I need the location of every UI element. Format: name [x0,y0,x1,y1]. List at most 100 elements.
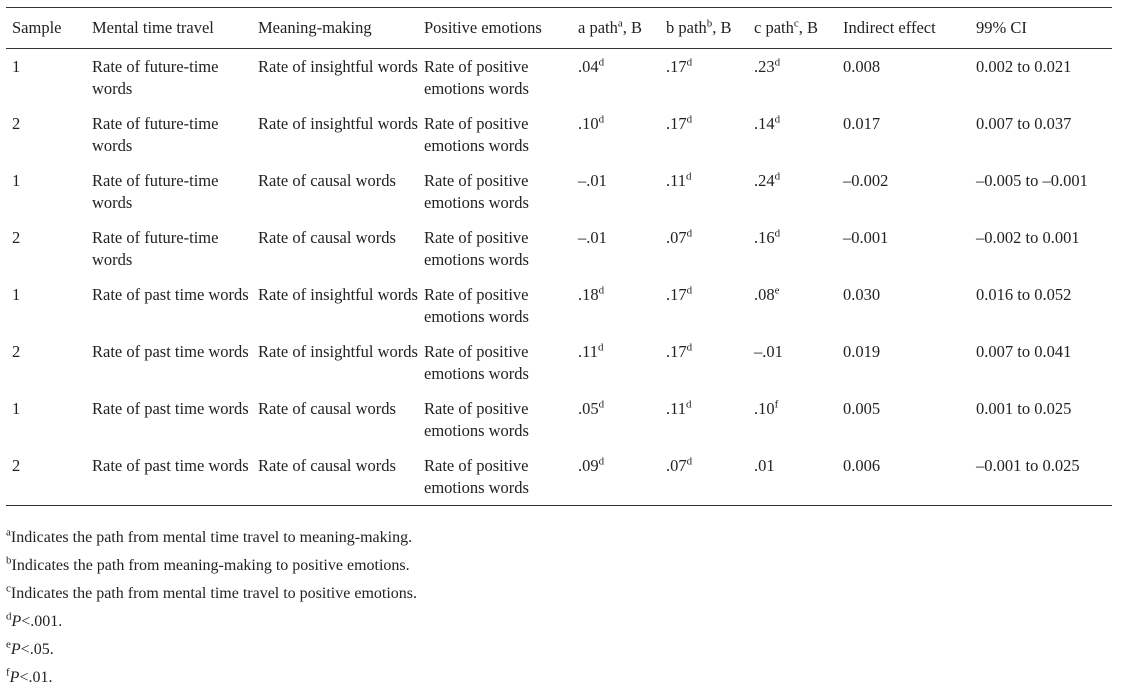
p-symbol: P [9,669,20,686]
mental-time-travel-cell: Rate of past time words [92,456,249,475]
footnote: bIndicates the path from meaning-making … [6,552,417,580]
significance-marker: d [686,227,693,240]
meaning-making-cell: Rate of insightful words [258,57,418,76]
c-path-cell: .24d [748,163,837,220]
mental-time-travel-cell: Rate of future-time words [92,114,219,155]
column-header: 99% CI [970,7,1112,49]
table-row: 1 Rate of past time words Rate of causal w… [6,391,1112,448]
ci-cell: 0.001 to 0.025 [976,399,1072,418]
indirect-effect-cell: 0.017 [843,114,881,133]
significance-marker: d [598,455,605,468]
indirect-effect-cell: 0.030 [843,285,881,304]
coefficient-value: .07 [666,228,687,247]
ci-cell: 0.016 to 0.052 [976,285,1072,304]
coefficient-value: –.01 [578,171,607,190]
positive-emotions-cell: Rate of positive emotions words [424,228,529,269]
footnote-marker: c [793,17,799,30]
c-path-cell: .10f [748,391,837,448]
coefficient-value: –.01 [754,342,783,361]
table-row: 1 Rate of future-time words Rate of insigh… [6,49,1112,107]
indirect-effect-cell: 0.019 [843,342,881,361]
significance-marker: d [774,56,781,69]
footnote: fP<.01. [6,664,417,692]
significance-marker: f [774,398,779,411]
mental-time-travel-cell: Rate of future-time words [92,171,219,212]
footnote-text: Indicates the path from mental time trav… [10,585,418,602]
header-suffix: , B [798,18,819,37]
meaning-making-cell: Rate of insightful words [258,342,418,361]
b-path-cell: .11d [660,391,748,448]
sample-cell: 1 [12,171,21,190]
coefficient-value: .04 [578,57,599,76]
c-path-cell: .23d [748,49,837,107]
a-path-cell: –.01 [572,220,660,277]
positive-emotions-cell: Rate of positive emotions words [424,399,529,440]
mental-time-travel-cell: Rate of past time words [92,399,249,418]
significance-marker: d [686,284,693,297]
b-path-cell: .17d [660,334,748,391]
significance-marker: d [686,170,692,183]
sample-cell: 2 [12,228,21,247]
a-path-cell: .09d [572,448,660,506]
indirect-effect-cell: –0.001 [843,228,889,247]
meaning-making-cell: Rate of causal words [258,228,396,247]
significance-marker: d [686,341,693,354]
mental-time-travel-cell: Rate of past time words [92,285,249,304]
footnote-marker: f [6,666,10,679]
table-footnotes: aIndicates the path from mental time tra… [6,524,417,692]
footnote-text: Indicates the path from mental time trav… [10,529,413,546]
b-path-cell: .07d [660,220,748,277]
table-row: 2 Rate of future-time words Rate of causal… [6,220,1112,277]
mental-time-travel-cell: Rate of future-time words [92,228,219,269]
header-label: a path [578,18,618,37]
c-path-cell: .01 [748,448,837,506]
footnote: aIndicates the path from mental time tra… [6,524,417,552]
sample-cell: 2 [12,456,21,475]
indirect-effect-cell: –0.002 [843,171,889,190]
header-label: 99% CI [976,18,1027,37]
significance-marker: d [598,284,605,297]
c-path-cell: .14d [748,106,837,163]
column-header: Mental time travel [86,7,252,49]
significance-marker: d [686,113,693,126]
ci-cell: 0.002 to 0.021 [976,57,1072,76]
header-label: Sample [12,18,62,37]
header-label: Indirect effect [843,18,936,37]
column-header: b pathb, B [660,7,748,49]
coefficient-value: .17 [666,114,687,133]
footnote-text: <.001. [21,613,63,630]
significance-marker: e [774,284,780,297]
results-table-container: Sample Mental time travel Meaning-making Po… [6,0,1112,506]
a-path-cell: .10d [572,106,660,163]
column-header: Meaning-making [252,7,418,49]
significance-marker: d [598,113,605,126]
mediation-results-table: Sample Mental time travel Meaning-making Po… [6,7,1112,506]
footnote-marker: a [617,17,623,30]
positive-emotions-cell: Rate of positive emotions words [424,114,529,155]
table-row: 2 Rate of past time words Rate of causal w… [6,448,1112,506]
header-label: b path [666,18,707,37]
ci-cell: –0.005 to –0.001 [976,171,1088,190]
sample-cell: 1 [12,57,21,76]
positive-emotions-cell: Rate of positive emotions words [424,57,529,98]
coefficient-value: .11 [578,342,599,361]
ci-cell: –0.001 to 0.025 [976,456,1080,475]
indirect-effect-cell: 0.008 [843,57,881,76]
sample-cell: 2 [12,114,21,133]
footnote-marker: b [706,17,713,30]
coefficient-value: .17 [666,342,687,361]
header-suffix: , B [622,18,643,37]
coefficient-value: .10 [754,399,775,418]
footnote-marker: c [6,582,11,595]
coefficient-value: .07 [666,456,687,475]
ci-cell: –0.002 to 0.001 [976,228,1080,247]
table-row: 1 Rate of past time words Rate of insightf… [6,277,1112,334]
footnote: cIndicates the path from mental time tra… [6,580,417,608]
significance-marker: d [598,341,604,354]
significance-marker: d [686,398,692,411]
p-symbol: P [10,641,21,658]
coefficient-value: .11 [666,399,687,418]
table-row: 1 Rate of future-time words Rate of causal… [6,163,1112,220]
table-row: 2 Rate of future-time words Rate of insigh… [6,106,1112,163]
coefficient-value: .23 [754,57,775,76]
